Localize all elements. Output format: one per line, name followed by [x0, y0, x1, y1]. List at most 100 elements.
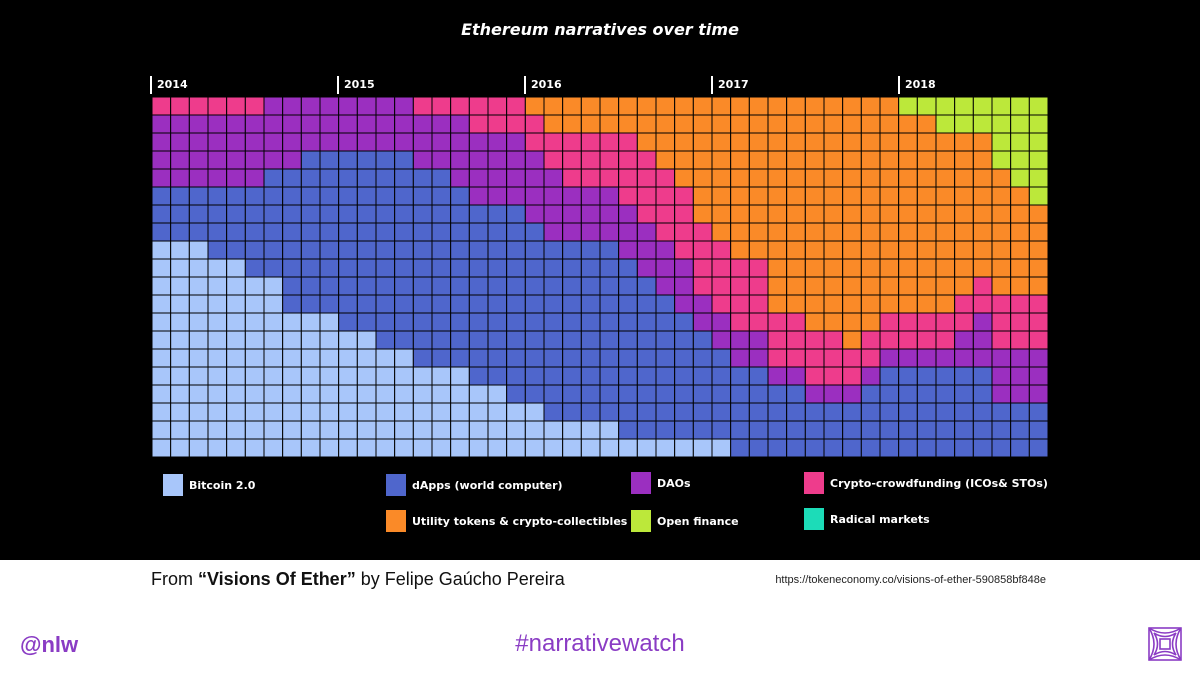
grid-cell — [879, 384, 900, 404]
grid-cell — [692, 168, 713, 188]
grid-cell — [152, 348, 172, 368]
grid-cell — [1028, 294, 1048, 314]
grid-cell — [226, 222, 246, 242]
grid-cell — [730, 258, 750, 278]
grid-cell — [730, 97, 750, 116]
grid-cell — [300, 384, 321, 404]
grid-cell — [450, 276, 470, 296]
grid-cell — [188, 384, 209, 404]
credit-prefix: From — [151, 569, 198, 589]
grid-cell — [375, 330, 396, 350]
grid-cell — [394, 420, 414, 440]
grid-cell — [506, 348, 526, 368]
grid-cell — [599, 402, 620, 422]
grid-cell — [431, 312, 452, 332]
grid-cell — [543, 186, 564, 206]
grid-cell — [412, 258, 433, 278]
grid-cell — [935, 150, 956, 170]
grid-cell — [711, 132, 732, 152]
grid-cell — [431, 132, 452, 152]
grid-cell — [543, 420, 564, 440]
grid-cell — [562, 366, 582, 386]
grid-cell — [506, 420, 526, 440]
grid-cell — [543, 330, 564, 350]
grid-cell — [804, 240, 825, 260]
grid-cell — [226, 258, 246, 278]
grid-cell — [226, 114, 246, 134]
source-url-link[interactable]: https://tokeneconomy.co/visions-of-ether… — [775, 574, 1046, 586]
grid-cell — [804, 312, 825, 332]
grid-cell — [562, 438, 582, 457]
grid-cell — [487, 97, 508, 116]
grid-cell — [580, 132, 601, 152]
grid-cell — [730, 150, 750, 170]
grid-cell — [692, 258, 713, 278]
grid-cell — [991, 330, 1012, 350]
grid-cell — [767, 97, 788, 116]
grid-cell — [618, 222, 638, 242]
grid-cell — [170, 168, 190, 188]
grid-cell — [954, 186, 974, 206]
grid-cell — [935, 402, 956, 422]
grid-cell — [356, 420, 377, 440]
grid-cell — [655, 384, 676, 404]
grid-cell — [730, 132, 750, 152]
grid-cell — [674, 204, 694, 224]
grid-cell — [935, 312, 956, 332]
grid-cell — [730, 402, 750, 422]
grid-cell — [991, 312, 1012, 332]
grid-cell — [954, 240, 974, 260]
grid-cell — [356, 402, 377, 422]
grid-cell — [207, 312, 228, 332]
grid-cell — [674, 366, 694, 386]
grid-cell — [618, 97, 638, 116]
grid-cell — [842, 150, 862, 170]
credit-suffix: by Felipe Gaúcho Pereira — [355, 569, 565, 589]
grid-cell — [543, 366, 564, 386]
grid-cell — [748, 384, 769, 404]
grid-cell — [1010, 366, 1030, 386]
grid-cell — [916, 240, 937, 260]
grid-cell — [991, 168, 1012, 188]
grid-cell — [636, 114, 657, 134]
grid-cell — [786, 258, 806, 278]
legend-swatch — [804, 472, 824, 494]
grid-cell — [954, 420, 974, 440]
grid-cell — [487, 312, 508, 332]
grid-cell — [152, 312, 172, 332]
grid-cell — [263, 294, 284, 314]
grid-cell — [263, 258, 284, 278]
grid-cell — [300, 348, 321, 368]
grid-cell — [412, 330, 433, 350]
grid-cell — [842, 384, 862, 404]
grid-cell — [655, 366, 676, 386]
grid-cell — [244, 168, 265, 188]
grid-cell — [655, 330, 676, 350]
grid-cell — [767, 222, 788, 242]
grid-cell — [674, 222, 694, 242]
grid-cell — [244, 294, 265, 314]
grid-cell — [468, 420, 489, 440]
grid-cell — [282, 150, 302, 170]
grid-cell — [487, 330, 508, 350]
grid-cell — [1010, 114, 1030, 134]
grid-cell — [692, 132, 713, 152]
grid-cell — [300, 276, 321, 296]
grid-cell — [1010, 258, 1030, 278]
grid-cell — [972, 150, 993, 170]
grid-cell — [431, 330, 452, 350]
grid-cell — [263, 348, 284, 368]
grid-cell — [152, 204, 172, 224]
legend-swatch — [631, 510, 651, 532]
grid-cell — [412, 186, 433, 206]
grid-cell — [338, 222, 358, 242]
grid-cell — [860, 348, 881, 368]
grid-cell — [506, 222, 526, 242]
grid-cell — [972, 132, 993, 152]
grid-cell — [711, 97, 732, 116]
grid-cell — [282, 97, 302, 116]
legend-label: Radical markets — [830, 512, 930, 526]
grid-cell — [1028, 276, 1048, 296]
grid-cell — [244, 204, 265, 224]
grid-cell — [394, 258, 414, 278]
